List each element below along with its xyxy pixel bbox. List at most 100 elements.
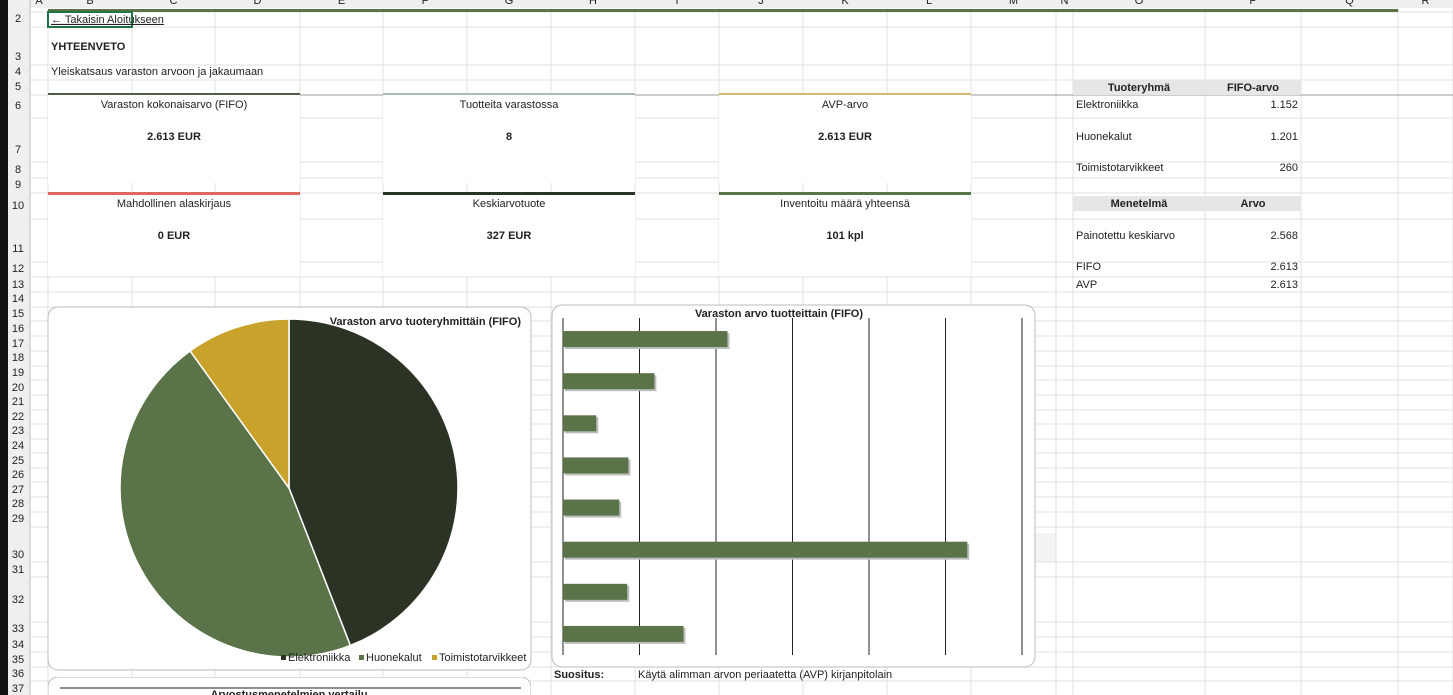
back-link[interactable]: ← Takaisin Aloitukseen — [51, 14, 164, 26]
column-header: R — [1422, 0, 1430, 7]
subtitle: Yleiskatsaus varaston arvoon ja jakaumaa… — [51, 66, 263, 78]
row-header: 23 — [12, 425, 24, 437]
column-header: G — [505, 0, 514, 7]
table-header: Tuoteryhmä — [1108, 82, 1171, 94]
kpi-accent — [48, 192, 300, 195]
kpi-accent — [719, 93, 971, 95]
column-header: A — [35, 0, 43, 7]
chart-title: Varaston arvo tuoteryhmittäin (FIFO) — [330, 316, 522, 328]
row-header: 37 — [12, 683, 24, 695]
pie-slice — [189, 318, 290, 491]
chart-title: Varaston arvo tuotteittain (FIFO) — [695, 308, 863, 320]
bar — [563, 373, 655, 390]
kpi-value: 0 EUR — [158, 230, 190, 242]
table-cell: Painotettu keskiarvo — [1076, 230, 1175, 242]
row-header: 9 — [15, 179, 21, 191]
table-header-bg — [1073, 80, 1301, 95]
table-cell: 260 — [1280, 162, 1298, 174]
row-header: 29 — [12, 513, 24, 525]
column-header: D — [254, 0, 262, 7]
legend-label: Toimistotarvikkeet — [439, 652, 526, 664]
row-header: 16 — [12, 323, 24, 335]
column-header: L — [926, 0, 932, 7]
legend-label: Huonekalut — [366, 652, 422, 664]
kpi-value: 327 EUR — [487, 230, 532, 242]
row-header: 19 — [12, 367, 24, 379]
row-header: 24 — [12, 440, 24, 452]
table-cell: AVP — [1076, 279, 1097, 291]
table-header: FIFO-arvo — [1227, 82, 1279, 94]
kpi-label: Tuotteita varastossa — [460, 99, 560, 111]
kpi-value: 8 — [506, 131, 512, 143]
kpi-card — [383, 93, 635, 183]
table-cell: Toimistotarvikkeet — [1076, 162, 1163, 174]
kpi-accent — [719, 192, 971, 195]
table-header: Menetelmä — [1111, 198, 1169, 210]
column-header: B — [86, 0, 93, 7]
page-title: YHTEENVETO — [51, 41, 126, 53]
top-band — [48, 9, 1398, 12]
row-header: 25 — [12, 455, 24, 467]
row-header: 26 — [12, 469, 24, 481]
column-header: I — [675, 0, 678, 7]
kpi-value: 2.613 EUR — [818, 131, 872, 143]
table-cell: 1.201 — [1270, 131, 1298, 143]
row-header: 32 — [12, 594, 24, 606]
kpi-accent — [48, 93, 300, 95]
row-header: 30 — [12, 549, 24, 561]
kpi-card — [719, 93, 971, 183]
row-header: 35 — [12, 654, 24, 666]
column-header: O — [1135, 0, 1144, 7]
row-header: 31 — [12, 564, 24, 576]
kpi-label: AVP-arvo — [822, 99, 868, 111]
row-header: 2 — [15, 13, 21, 25]
kpi-accent — [383, 93, 635, 95]
kpi-card — [48, 192, 300, 276]
column-header: C — [170, 0, 178, 7]
bar — [563, 499, 620, 516]
column-header: H — [589, 0, 597, 7]
table-cell: 2.613 — [1270, 261, 1298, 273]
bar — [563, 331, 728, 348]
row-header: 28 — [12, 498, 24, 510]
column-header: N — [1061, 0, 1069, 7]
table-cell: 2.613 — [1270, 279, 1298, 291]
kpi-card — [719, 192, 971, 276]
row-header: 20 — [12, 382, 24, 394]
row-header: 34 — [12, 639, 24, 651]
column-header: E — [338, 0, 345, 7]
recommendation-label: Suositus: — [554, 669, 604, 681]
column-header: M — [1009, 0, 1018, 7]
kpi-value: 2.613 EUR — [147, 131, 201, 143]
recommendation-text: Käytä alimman arvon periaatetta (AVP) ki… — [638, 669, 892, 681]
column-header-bg — [8, 0, 1453, 8]
column-header: P — [1249, 0, 1256, 7]
bar — [563, 541, 968, 558]
row-header: 10 — [12, 200, 24, 212]
table-header-bg — [1073, 196, 1301, 211]
next-chart: Arvostusmenetelmien vertailu — [48, 677, 531, 695]
row-header: 7 — [15, 144, 21, 156]
row-header: 12 — [12, 263, 24, 275]
legend-swatch — [359, 655, 364, 660]
bar — [563, 415, 597, 432]
selected-cell — [47, 11, 133, 28]
table-cell: 2.568 — [1270, 230, 1298, 242]
row-header: 21 — [12, 396, 24, 408]
row-header: 4 — [15, 66, 21, 78]
column-header: Q — [1345, 0, 1354, 7]
row-header: 33 — [12, 623, 24, 635]
kpi-label: Keskiarvotuote — [473, 198, 546, 210]
legend-swatch — [432, 655, 437, 660]
table-cell: Elektroniikka — [1076, 99, 1139, 111]
row-header-bg — [8, 8, 30, 695]
bar — [563, 583, 628, 600]
kpi-label: Varaston kokonaisarvo (FIFO) — [101, 99, 248, 111]
table-cell: Huonekalut — [1076, 131, 1132, 143]
row-header: 8 — [15, 164, 21, 176]
legend-label: Elektroniikka — [288, 652, 351, 664]
row-header: 22 — [12, 411, 24, 423]
legend-swatch — [281, 655, 286, 660]
row-header: 6 — [15, 100, 21, 112]
bar — [563, 625, 684, 642]
